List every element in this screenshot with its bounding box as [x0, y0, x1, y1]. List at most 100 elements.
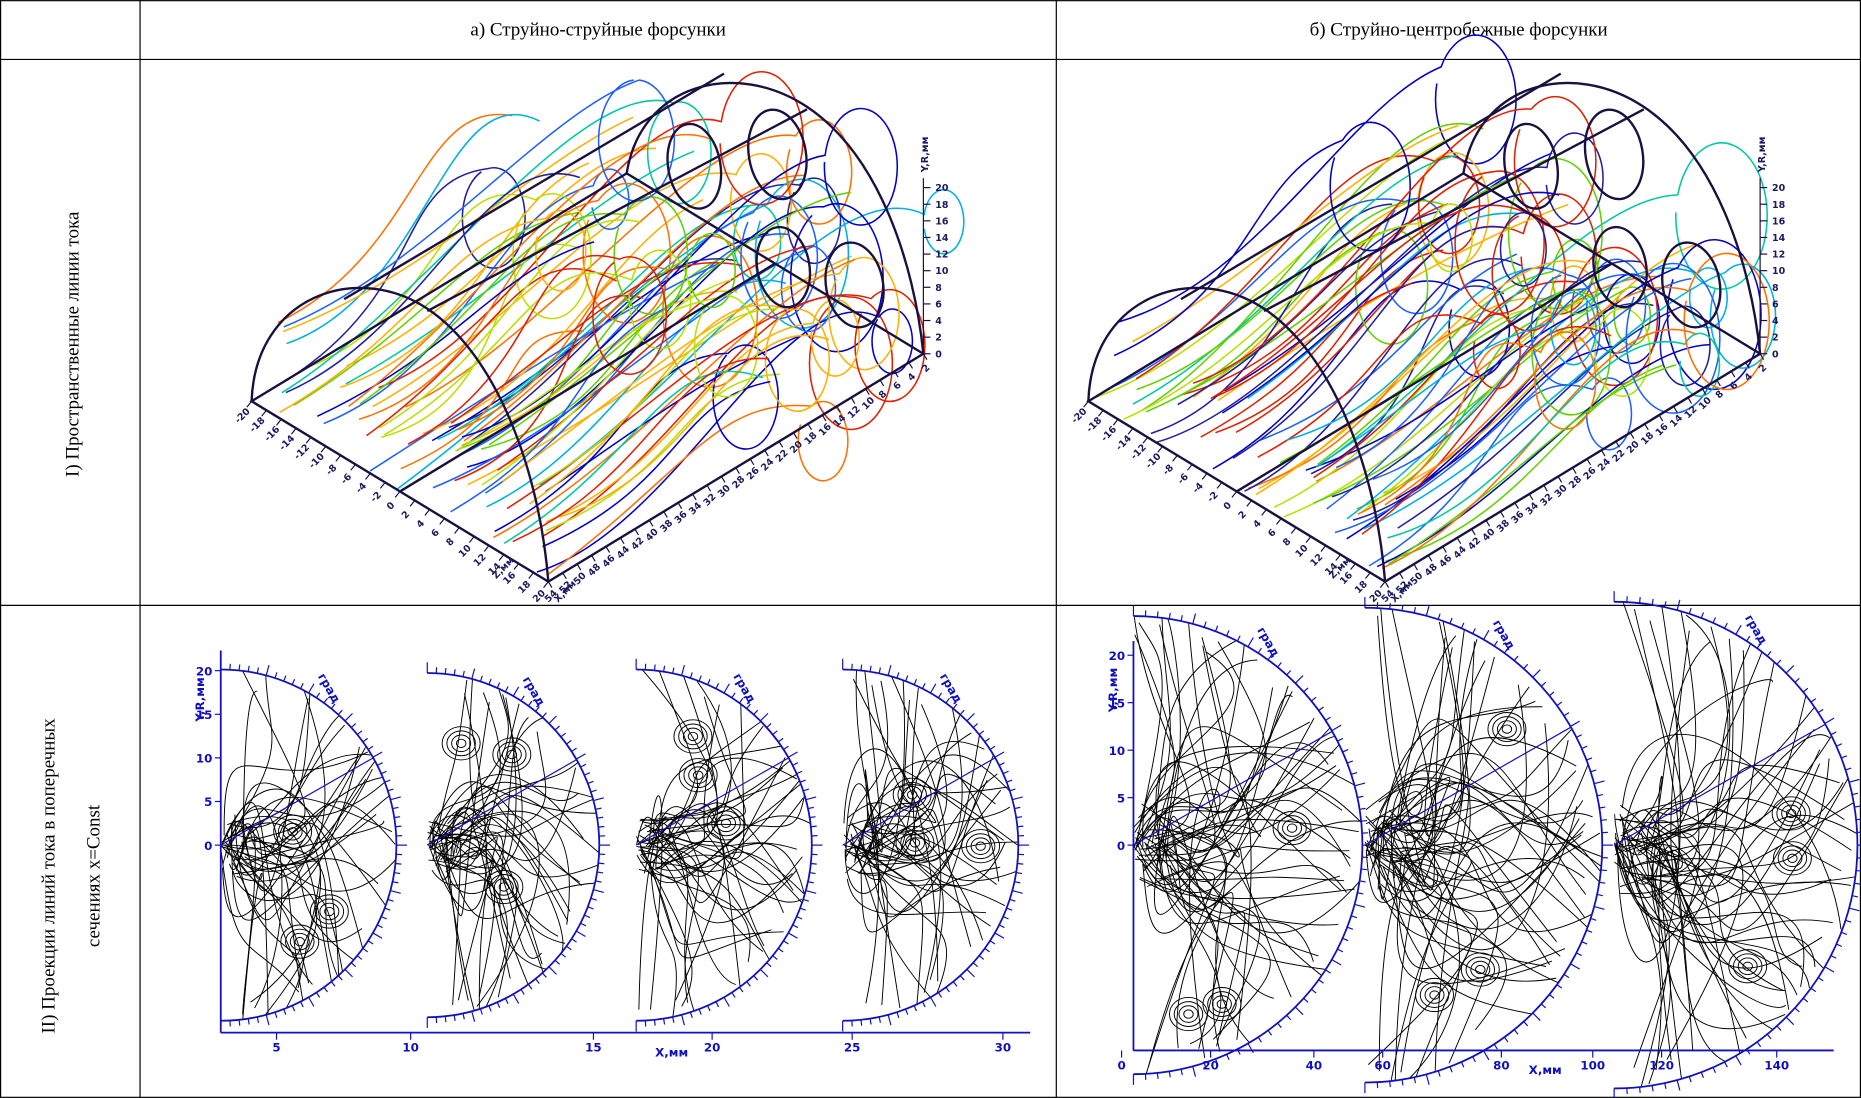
angle-tick — [489, 1006, 491, 1012]
streamline — [1134, 767, 1251, 1039]
angle-tick — [655, 665, 656, 671]
z-tick-label: -2 — [369, 490, 384, 505]
vortex — [1179, 1006, 1198, 1023]
angle-tick — [811, 863, 817, 864]
angle-tick — [497, 1002, 499, 1007]
angle-tick — [1576, 953, 1581, 956]
angle-tick — [266, 665, 269, 675]
tick — [779, 441, 783, 447]
angle-tick — [1278, 662, 1282, 667]
angle-tick — [806, 797, 816, 800]
angle-tick — [1017, 863, 1023, 864]
angle-tick — [566, 740, 571, 743]
angle-tick — [377, 763, 382, 766]
angle-tick — [682, 1015, 685, 1025]
angle-tick — [1524, 1022, 1528, 1026]
x-tick-label: 32 — [1538, 492, 1555, 509]
z-tick-label: 0 — [1222, 500, 1235, 513]
row-label: I) Пространственные линии тока — [62, 211, 83, 477]
angle-tick — [1652, 599, 1653, 605]
x-tick-label: 140 — [1764, 1058, 1789, 1072]
y-tick-label: 16 — [1772, 216, 1786, 227]
angle-tick — [888, 665, 891, 675]
angle-tick — [1338, 738, 1343, 741]
angle-tick — [1248, 1043, 1253, 1052]
tick — [678, 503, 682, 509]
angle-tick — [1841, 932, 1847, 934]
streamlines-2d — [428, 675, 601, 1013]
angle-tick — [1541, 682, 1545, 686]
angle-tick — [953, 982, 957, 987]
angle-tick — [324, 698, 327, 703]
angle-tick — [393, 882, 399, 883]
tick — [351, 464, 356, 470]
angle-tick — [576, 931, 585, 936]
angle-tick — [793, 925, 798, 928]
angle-tick — [351, 963, 355, 967]
angle-tick — [1237, 636, 1240, 641]
angle-tick — [1360, 808, 1366, 809]
angle-tick — [1689, 608, 1691, 614]
angle-tick — [394, 873, 400, 874]
column-header: б) Струйно-центробежные форсунки — [1310, 20, 1608, 41]
angle-tick — [797, 917, 802, 919]
angle-tick — [542, 973, 546, 977]
tick — [721, 476, 725, 482]
angle-tick — [778, 738, 783, 741]
z-tick-label: 6 — [429, 527, 442, 540]
angle-tick — [1713, 617, 1715, 622]
vortex — [1772, 797, 1810, 830]
angle-tick — [591, 898, 597, 900]
angle-tick — [248, 1019, 249, 1025]
angle-tick — [528, 701, 531, 706]
tick — [455, 528, 460, 534]
angle-tick — [1586, 758, 1592, 760]
angle-tick — [732, 992, 735, 997]
angle-tick — [1549, 995, 1554, 999]
angle-tick — [351, 724, 355, 728]
angle-tick — [1514, 1030, 1518, 1035]
angle-tick — [1169, 1071, 1170, 1077]
vortex — [1169, 997, 1207, 1030]
tick — [1529, 494, 1533, 500]
angle-tick — [385, 908, 391, 910]
angle-tick — [1591, 918, 1597, 920]
x-tick-label: 4 — [1742, 371, 1755, 384]
angle-tick — [489, 679, 491, 685]
tick — [1113, 419, 1118, 425]
angle-tick — [505, 998, 508, 1003]
x-tick-label: 6 — [891, 380, 904, 393]
vortex — [1783, 850, 1802, 867]
angle-tick — [505, 686, 508, 691]
streamlines-2d — [1614, 601, 1859, 1095]
angle-tick — [301, 683, 304, 688]
angle-scale — [1365, 597, 1613, 1093]
x-tick-label: 2 — [920, 362, 932, 374]
angle-tick — [1846, 920, 1852, 922]
tick — [649, 520, 653, 526]
y-tick-label: 14 — [1772, 233, 1786, 244]
angle-tick — [708, 679, 710, 684]
angle-tick — [239, 665, 240, 671]
angle-tick — [788, 933, 797, 938]
angle-tick — [284, 676, 286, 682]
z-tick-label: 10 — [457, 543, 474, 560]
angle-tick — [973, 963, 977, 967]
x-tick-label: 60 — [1374, 1058, 1391, 1072]
tick — [1731, 371, 1735, 377]
angle-tick — [368, 941, 373, 944]
angle-tick — [1786, 1017, 1794, 1025]
angle-tick — [1157, 611, 1158, 617]
angle-tick — [1473, 628, 1476, 633]
angle-tick — [345, 969, 353, 977]
angle-tick — [747, 982, 751, 987]
angle-tick — [808, 807, 814, 808]
vortex — [295, 937, 304, 945]
z-tick-label: 2 — [1236, 509, 1248, 521]
angle-tick — [938, 693, 941, 698]
angle-tick — [597, 872, 603, 873]
angle-tick — [1640, 597, 1641, 603]
angle-tick — [309, 997, 314, 1006]
angle-tick — [1803, 998, 1808, 1002]
tick — [577, 564, 581, 570]
